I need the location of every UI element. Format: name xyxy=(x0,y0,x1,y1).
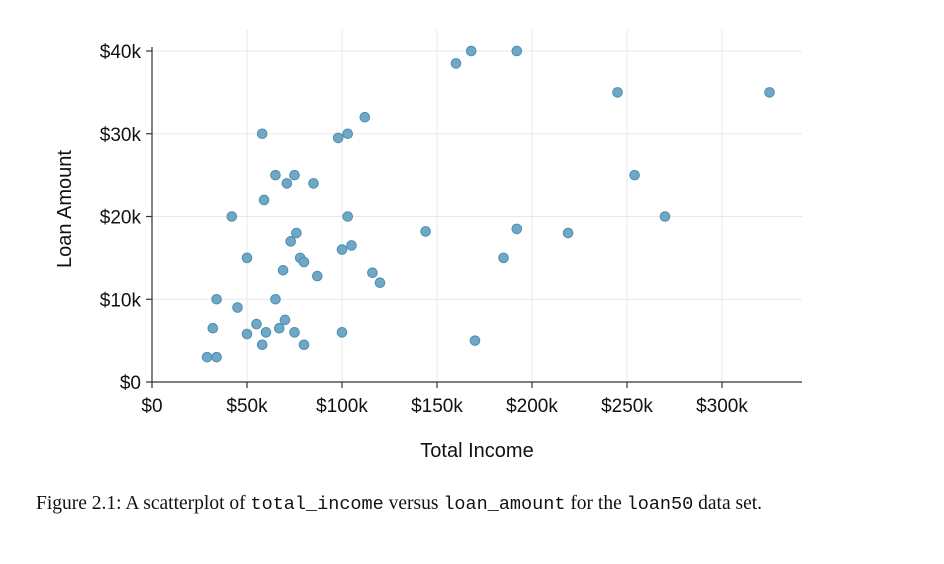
figure-caption: Figure 2.1: A scatterplot of total_incom… xyxy=(36,490,916,518)
data-point xyxy=(359,111,371,123)
data-point xyxy=(201,351,213,363)
axes xyxy=(146,47,802,388)
data-point xyxy=(764,87,775,98)
data-point xyxy=(612,87,623,98)
y-tick-label: $30k xyxy=(100,125,142,146)
x-axis-title: Total Income xyxy=(420,440,533,462)
data-point xyxy=(659,211,671,222)
tick-labels: $0 $50k $100k $150k $200k $250k $300k $0 $10k $20… xyxy=(100,42,749,417)
data-point xyxy=(291,227,302,239)
y-tick-label: $10k xyxy=(100,290,142,311)
scatterplot: $0 $50k $100k $150k $200k $250k $300k $0 $10k $20… xyxy=(54,30,802,462)
data-point xyxy=(232,302,243,313)
data-points xyxy=(201,45,775,363)
data-point xyxy=(251,318,262,330)
data-point xyxy=(241,328,253,340)
caption-code-total-income: total_income xyxy=(250,494,384,515)
data-point xyxy=(298,256,310,268)
y-tick-label: $40k xyxy=(100,42,142,63)
x-tick-label: $150k xyxy=(411,396,463,417)
data-point xyxy=(562,227,574,239)
data-point xyxy=(342,128,354,140)
data-point xyxy=(281,178,293,189)
data-point xyxy=(289,327,300,338)
data-point xyxy=(336,244,348,255)
data-point xyxy=(465,45,477,57)
data-point xyxy=(274,322,285,334)
data-point xyxy=(336,327,348,338)
y-tick-label: $0 xyxy=(120,373,141,394)
caption-code-loan-amount: loan_amount xyxy=(443,494,566,515)
data-point xyxy=(241,252,253,264)
data-point xyxy=(308,178,319,189)
y-tick-label: $20k xyxy=(100,208,142,229)
data-point xyxy=(511,45,523,57)
caption-code-loan50: loan50 xyxy=(626,494,694,515)
x-tick-label: $300k xyxy=(696,396,748,417)
data-point xyxy=(367,267,378,279)
data-point xyxy=(332,132,344,144)
caption-text: data set. xyxy=(693,493,763,514)
data-point xyxy=(277,264,289,276)
data-point xyxy=(270,293,281,305)
data-point xyxy=(260,327,272,338)
data-point xyxy=(469,335,481,346)
data-point xyxy=(312,270,323,282)
data-point xyxy=(279,314,291,326)
data-point xyxy=(629,169,640,181)
data-point xyxy=(498,252,509,264)
data-point xyxy=(298,339,310,351)
data-point xyxy=(270,169,281,181)
data-point xyxy=(342,211,354,222)
data-point xyxy=(226,211,238,222)
caption-text: versus xyxy=(383,493,444,514)
data-point xyxy=(256,339,268,351)
x-tick-label: $100k xyxy=(316,396,368,417)
data-point xyxy=(256,128,268,140)
caption-text: for the xyxy=(565,493,627,514)
x-tick-label: $50k xyxy=(226,396,268,417)
data-point xyxy=(211,293,222,305)
data-point xyxy=(285,236,297,247)
caption-text: A scatterplot of xyxy=(121,493,251,514)
data-point xyxy=(289,169,300,181)
data-point xyxy=(258,194,270,206)
data-point xyxy=(374,277,386,289)
x-tick-label: $250k xyxy=(601,396,653,417)
y-axis-title: Loan Amount xyxy=(54,150,76,268)
x-tick-label: $0 xyxy=(141,396,162,417)
x-tick-label: $200k xyxy=(506,396,558,417)
data-point xyxy=(511,223,523,235)
data-point xyxy=(420,226,431,237)
data-point xyxy=(450,58,462,69)
gridlines xyxy=(152,30,802,382)
data-point xyxy=(207,322,219,334)
caption-label: Figure 2.1: xyxy=(36,493,122,514)
data-point xyxy=(346,240,357,251)
data-point xyxy=(211,351,222,363)
